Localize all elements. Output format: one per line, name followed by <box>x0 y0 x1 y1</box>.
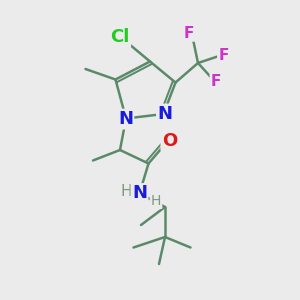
Text: N: N <box>132 184 147 202</box>
Text: N: N <box>118 110 133 128</box>
Text: H: H <box>151 194 161 208</box>
Text: F: F <box>211 74 221 88</box>
Text: N: N <box>158 105 172 123</box>
Text: F: F <box>218 48 229 63</box>
Text: F: F <box>184 26 194 40</box>
Text: Cl: Cl <box>110 28 130 46</box>
Text: O: O <box>162 132 177 150</box>
Text: H: H <box>120 184 132 200</box>
